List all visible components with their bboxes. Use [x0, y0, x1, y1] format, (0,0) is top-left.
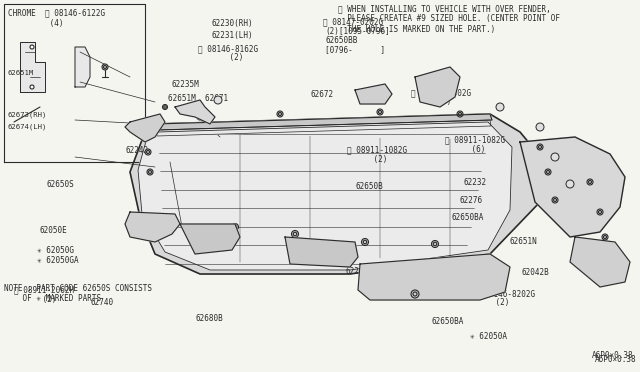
Text: ✳ 62050GA: ✳ 62050GA — [37, 256, 79, 265]
Polygon shape — [570, 237, 630, 287]
Text: 62673(RH): 62673(RH) — [8, 112, 47, 119]
Text: 62651M  62671: 62651M 62671 — [168, 94, 228, 103]
Text: (2): (2) — [355, 155, 388, 164]
Text: 62042B: 62042B — [522, 268, 549, 277]
Circle shape — [30, 45, 34, 49]
Circle shape — [30, 85, 34, 89]
Circle shape — [145, 149, 151, 155]
Circle shape — [597, 209, 603, 215]
Circle shape — [291, 231, 298, 237]
Text: 62680B: 62680B — [195, 314, 223, 323]
Circle shape — [214, 96, 222, 104]
Circle shape — [377, 109, 383, 115]
Text: 62276: 62276 — [460, 196, 483, 205]
Text: 62651N: 62651N — [509, 237, 537, 246]
Text: 62230(RH): 62230(RH) — [211, 19, 253, 28]
Text: Ⓑ 08147-0202G: Ⓑ 08147-0202G — [323, 18, 383, 27]
Text: 62232: 62232 — [464, 178, 487, 187]
Text: 62650B: 62650B — [355, 182, 383, 190]
Text: (2): (2) — [211, 53, 244, 62]
Polygon shape — [125, 212, 180, 242]
Polygon shape — [415, 67, 460, 107]
Circle shape — [537, 144, 543, 150]
Circle shape — [552, 197, 558, 203]
Text: 62050E: 62050E — [40, 226, 67, 235]
Circle shape — [566, 180, 574, 188]
Text: ✳ 62050G: ✳ 62050G — [37, 246, 74, 255]
Circle shape — [102, 64, 108, 70]
Circle shape — [197, 114, 203, 120]
Text: ✳ 62050A: ✳ 62050A — [470, 332, 508, 341]
Circle shape — [277, 111, 283, 117]
Polygon shape — [20, 42, 45, 92]
Text: Ⓝ 08911-1402G: Ⓝ 08911-1402G — [411, 89, 471, 97]
Text: (2): (2) — [24, 295, 57, 304]
Text: 62235M: 62235M — [172, 80, 199, 89]
Text: 62651: 62651 — [141, 128, 164, 137]
Text: (2): (2) — [477, 298, 509, 307]
Circle shape — [362, 238, 369, 246]
Circle shape — [438, 92, 442, 96]
Text: CHROME  Ⓑ 08146-6122G: CHROME Ⓑ 08146-6122G — [8, 8, 105, 17]
Circle shape — [161, 223, 169, 231]
Text: Ⓑ 08146-8162G: Ⓑ 08146-8162G — [198, 44, 259, 53]
Text: 62242: 62242 — [125, 146, 148, 155]
Circle shape — [496, 103, 504, 111]
Polygon shape — [285, 237, 358, 267]
Text: (4): (4) — [8, 19, 63, 28]
Text: 62650BA: 62650BA — [451, 213, 484, 222]
Polygon shape — [358, 254, 510, 300]
Text: 62650S: 62650S — [46, 180, 74, 189]
Polygon shape — [355, 84, 392, 104]
Text: (2): (2) — [419, 97, 452, 106]
Text: 62651M: 62651M — [8, 70, 35, 76]
Circle shape — [147, 169, 153, 175]
Polygon shape — [155, 114, 492, 130]
Circle shape — [142, 131, 148, 137]
Text: 62674(LH): 62674(LH) — [8, 124, 47, 131]
Text: Ⓑ 08146-8202G: Ⓑ 08146-8202G — [475, 289, 535, 298]
Polygon shape — [156, 120, 491, 136]
Circle shape — [411, 290, 419, 298]
Polygon shape — [138, 122, 512, 270]
Circle shape — [602, 234, 608, 240]
Text: A6P0×0.38: A6P0×0.38 — [592, 351, 634, 360]
Text: ① WHEN INSTALLING TO VEHICLE WITH OVER FENDER,
  PLEASE CREATEA #9 SIZED HOLE. (: ① WHEN INSTALLING TO VEHICLE WITH OVER F… — [338, 4, 560, 34]
Circle shape — [551, 153, 559, 161]
Text: 62650BA: 62650BA — [432, 317, 465, 326]
Text: Ⓝ 08911-2062H: Ⓝ 08911-2062H — [14, 286, 74, 295]
Circle shape — [367, 94, 372, 99]
Circle shape — [232, 224, 239, 231]
Text: (6): (6) — [453, 145, 486, 154]
Circle shape — [587, 179, 593, 185]
Text: 62672: 62672 — [310, 90, 333, 99]
Polygon shape — [130, 114, 545, 274]
Text: 62650BB: 62650BB — [325, 36, 358, 45]
Polygon shape — [125, 114, 165, 142]
Text: (2)[1095-0796]: (2)[1095-0796] — [325, 27, 390, 36]
Circle shape — [163, 105, 168, 109]
Text: NOTE : PART CODE 62650S CONSISTS
    OF ✳ MARKED PARTS: NOTE : PART CODE 62650S CONSISTS OF ✳ MA… — [4, 284, 152, 304]
Circle shape — [431, 241, 438, 247]
Circle shape — [457, 111, 463, 117]
Polygon shape — [180, 224, 240, 254]
Text: 62740: 62740 — [91, 298, 114, 307]
Text: 62276: 62276 — [346, 267, 369, 276]
Polygon shape — [520, 137, 625, 237]
Polygon shape — [75, 47, 90, 87]
Circle shape — [545, 169, 551, 175]
Text: 62231(LH): 62231(LH) — [211, 31, 253, 39]
Text: [0796-      ]: [0796- ] — [325, 45, 385, 54]
Text: A6P0×0.38: A6P0×0.38 — [595, 355, 637, 364]
Text: Ⓝ 08911-1082G: Ⓝ 08911-1082G — [347, 146, 407, 155]
Circle shape — [536, 123, 544, 131]
Text: Ⓝ 08911-1082G: Ⓝ 08911-1082G — [445, 136, 505, 145]
Polygon shape — [175, 100, 215, 124]
